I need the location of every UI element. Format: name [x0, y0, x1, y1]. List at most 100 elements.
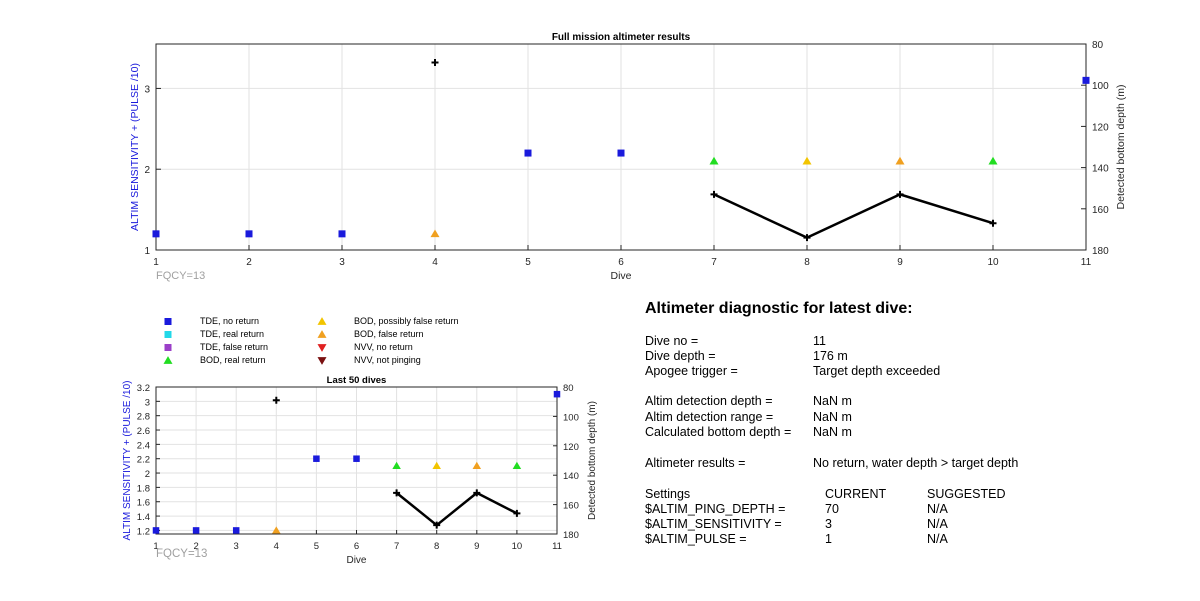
legend-label: TDE, no return	[200, 316, 260, 326]
x-tick-label: 7	[711, 257, 717, 268]
data-point	[152, 527, 160, 534]
pulse-current: 1	[825, 532, 832, 546]
legend-label: BOD, real return	[200, 355, 266, 365]
y-axis-label: ALTIM SENSITIVITY + (PULSE /10)	[129, 63, 141, 231]
y-tick-label: 1	[144, 246, 150, 257]
detection-range-value: NaN m	[813, 410, 852, 424]
legend-marker-tde-real-return	[164, 331, 172, 338]
legend-marker-nvv-no-return	[317, 344, 327, 352]
y-right-tick-label: 180	[563, 530, 579, 541]
x-tick-label: 4	[274, 541, 279, 552]
data-point	[430, 229, 440, 238]
x-tick-label: 9	[474, 541, 479, 552]
x-tick-label: 9	[897, 257, 903, 268]
apogee-label: Apogee trigger =	[645, 364, 738, 378]
y-tick-label: 2.4	[137, 440, 150, 451]
fqcy-annotation: FQCY=13	[156, 270, 205, 282]
legend-label: BOD, possibly false return	[354, 316, 459, 326]
depth-point	[803, 234, 811, 242]
diagnostic-title: Altimeter diagnostic for latest dive:	[645, 300, 913, 317]
y-tick-label: 3	[144, 84, 150, 95]
depth-point	[896, 190, 904, 198]
data-point	[512, 461, 522, 469]
depth-point	[473, 489, 481, 497]
y-tick-label: 2	[145, 469, 150, 480]
y-right-axis-label: Detected bottom depth (m)	[587, 401, 598, 520]
data-point	[232, 527, 240, 534]
x-tick-label: 8	[434, 541, 439, 552]
x-tick-label: 6	[354, 541, 359, 552]
y-right-tick-label: 80	[563, 383, 574, 394]
y-right-tick-label: 120	[1092, 122, 1109, 133]
depth-point	[393, 489, 401, 497]
data-point	[272, 526, 281, 534]
legend-marker	[163, 356, 173, 364]
detection-depth-label: Altim detection depth =	[645, 394, 773, 408]
x-tick-label: 11	[552, 541, 562, 552]
dive-no-label: Dive no =	[645, 334, 699, 348]
y-tick-label: 3	[145, 397, 150, 408]
sensitivity-current: 3	[825, 517, 832, 531]
data-point	[392, 461, 401, 469]
x-tick-label: 5	[525, 257, 531, 268]
data-point	[245, 230, 253, 238]
data-point	[472, 461, 482, 469]
y-axis-label: ALTIM SENSITIVITY + (PULSE /10)	[122, 381, 133, 541]
x-tick-label: 5	[314, 541, 319, 552]
data-point	[353, 455, 360, 462]
legend-marker	[317, 357, 327, 365]
y-tick-label: 1.8	[137, 483, 150, 494]
ping-depth-current: 70	[825, 502, 839, 516]
data-point	[338, 230, 346, 238]
y-tick-label: 2	[144, 165, 150, 176]
current-header: CURRENT	[825, 487, 887, 501]
suggested-header: SUGGESTED	[927, 487, 1006, 501]
data-point	[524, 149, 532, 157]
fqcy-annotation: FQCY=13	[156, 548, 207, 560]
legend-label: TDE, false return	[200, 342, 269, 352]
results-label: Altimeter results =	[645, 456, 746, 470]
data-point	[709, 156, 719, 165]
y-right-tick-label: 120	[563, 442, 579, 453]
y-right-axis-label: Detected bottom depth (m)	[1115, 85, 1127, 210]
y-right-tick-label: 80	[1092, 40, 1104, 51]
legend-label: TDE, real return	[200, 329, 265, 339]
legend-marker	[164, 331, 172, 338]
legend-marker-bod-false-return	[317, 330, 327, 338]
legend-marker-tde-no-return	[164, 318, 172, 325]
legend-marker-tde-false-return	[164, 344, 172, 351]
y-tick-label: 1.6	[137, 498, 150, 509]
data-point	[152, 230, 160, 238]
x-tick-label: 8	[804, 257, 810, 268]
x-tick-label: 10	[512, 541, 523, 552]
y-right-tick-label: 140	[563, 471, 579, 482]
y-right-tick-label: 160	[1092, 205, 1109, 216]
dive-no-value: 11	[813, 334, 826, 348]
legend-marker	[164, 318, 172, 325]
y-tick-label: 1.2	[137, 526, 150, 537]
apogee-value: Target depth exceeded	[813, 364, 941, 378]
dive-depth-value: 176 m	[813, 349, 848, 363]
x-tick-label: 10	[987, 257, 999, 268]
y-tick-label: 2.2	[137, 455, 150, 466]
depth-point	[272, 396, 280, 404]
ping-depth-label: $ALTIM_PING_DEPTH =	[645, 502, 786, 516]
x-tick-label: 4	[432, 257, 438, 268]
legend-marker-bod-real-return	[163, 356, 173, 364]
calculated-depth-value: NaN m	[813, 425, 852, 439]
y-right-tick-label: 180	[1092, 246, 1109, 257]
legend: TDE, no return TDE, real return TDE, fal…	[160, 316, 490, 372]
data-point	[988, 156, 998, 165]
legend-marker	[164, 344, 172, 351]
data-point	[553, 390, 561, 398]
dive-depth-label: Dive depth =	[645, 349, 716, 363]
x-tick-label: 3	[339, 257, 345, 268]
legend-marker	[317, 344, 327, 352]
x-tick-label: 3	[234, 541, 239, 552]
y-right-tick-label: 140	[1092, 164, 1109, 175]
legend-marker-nvv-not-pinging	[317, 357, 327, 365]
y-right-tick-label: 100	[563, 412, 579, 423]
y-tick-label: 1.4	[137, 512, 150, 523]
